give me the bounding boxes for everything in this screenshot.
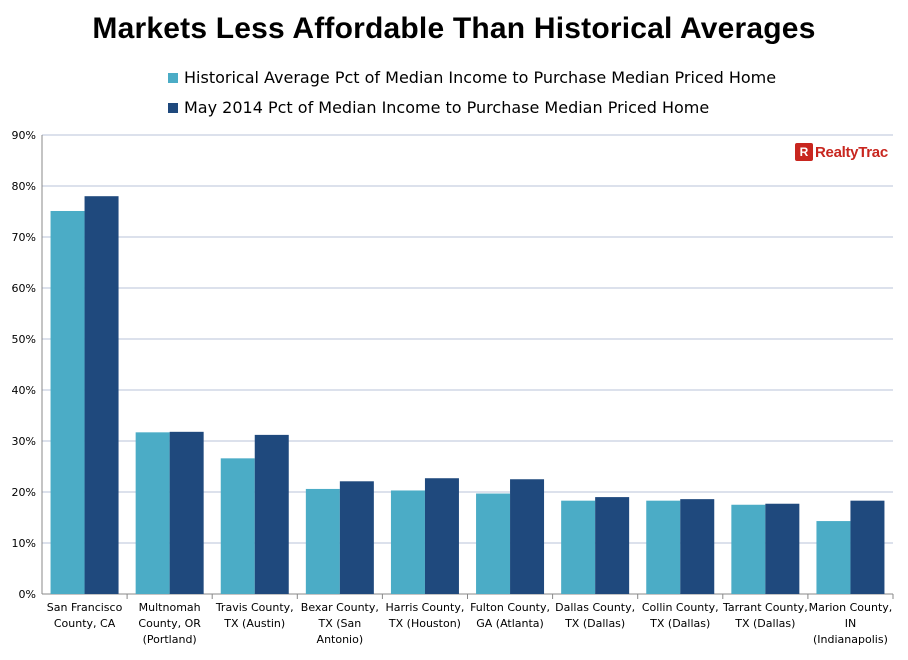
bar-historical: [476, 493, 511, 594]
bar-may-2014: [850, 500, 885, 594]
y-tick-label: 40%: [12, 384, 36, 397]
house-icon: R: [795, 143, 813, 161]
bar-may-2014: [254, 434, 289, 594]
bar-historical: [220, 458, 255, 594]
bar-historical: [305, 488, 340, 594]
y-tick-label: 70%: [12, 231, 36, 244]
x-tick-label: Marion County, IN (Indianapolis): [809, 601, 893, 646]
x-tick-label: San Francisco County, CA: [47, 601, 123, 630]
legend-item-historical: Historical Average Pct of Median Income …: [168, 68, 776, 87]
bar-may-2014: [680, 499, 715, 594]
bar-may-2014: [84, 196, 119, 594]
x-tick-label: Tarrant County, TX (Dallas): [722, 601, 808, 630]
bar-historical: [816, 521, 851, 594]
y-tick-label: 90%: [12, 129, 36, 142]
bar-may-2014: [339, 481, 374, 594]
x-tick-label: Collin County, TX (Dallas): [642, 601, 719, 630]
realtytrac-logo: R RealtyTrac: [795, 143, 888, 161]
legend-label-may-2014: May 2014 Pct of Median Income to Purchas…: [184, 98, 710, 117]
y-tick-label: 0%: [19, 588, 36, 601]
x-tick-label: Dallas County, TX (Dallas): [555, 601, 635, 630]
legend-item-may-2014: May 2014 Pct of Median Income to Purchas…: [168, 98, 709, 117]
bar-may-2014: [595, 497, 630, 594]
y-tick-label: 10%: [12, 537, 36, 550]
legend-swatch-may-2014: [168, 102, 178, 113]
legend-swatch-historical: [168, 72, 178, 83]
chart-title: Markets Less Affordable Than Historical …: [92, 12, 816, 45]
bar-historical: [646, 500, 681, 594]
bar-may-2014: [169, 431, 204, 594]
bar-may-2014: [765, 503, 800, 594]
bar-historical: [731, 504, 766, 594]
y-tick-label: 20%: [12, 486, 36, 499]
y-tick-label: 60%: [12, 282, 36, 295]
x-tick-label: Multnomah County, OR (Portland): [138, 601, 201, 646]
y-tick-label: 30%: [12, 435, 36, 448]
legend-label-historical: Historical Average Pct of Median Income …: [184, 68, 777, 87]
x-tick-label: Travis County, TX (Austin): [215, 601, 294, 630]
x-tick-label: Fulton County, GA (Atlanta): [470, 601, 550, 630]
x-tick-label: Harris County, TX (Houston): [386, 601, 465, 630]
bar-historical: [561, 500, 596, 594]
bar-may-2014: [510, 479, 545, 594]
x-tick-label: Bexar County, TX (San Antonio): [301, 601, 379, 646]
bar-historical: [390, 490, 425, 594]
bar-historical: [135, 432, 170, 594]
bar-historical: [50, 210, 85, 595]
logo-text: RealtyTrac: [815, 143, 888, 161]
y-tick-label: 50%: [12, 333, 36, 346]
y-tick-label: 80%: [12, 180, 36, 193]
bar-may-2014: [424, 478, 459, 594]
